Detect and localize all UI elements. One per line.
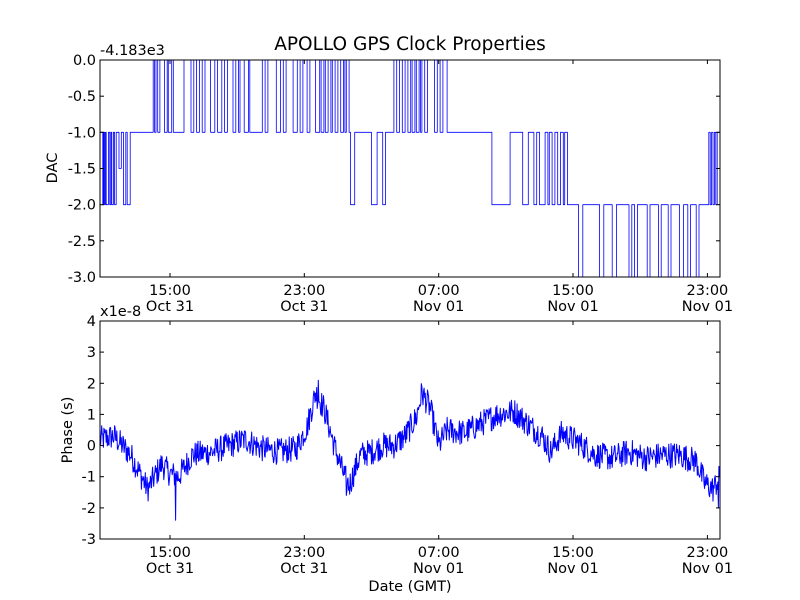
phase-series-line bbox=[99, 379, 721, 521]
dac-offset-text: -4.183e3 bbox=[100, 43, 165, 59]
x-tick-label-time: 07:00 bbox=[418, 545, 460, 561]
x-tick-label-day: Nov 01 bbox=[682, 561, 733, 577]
y-tick-label: -3 bbox=[82, 532, 96, 548]
y-tick-label: 3 bbox=[87, 345, 96, 361]
x-tick-label-time: 23:00 bbox=[283, 545, 325, 561]
x-tick-label-time: 23:00 bbox=[687, 545, 729, 561]
x-tick-label-time: 07:00 bbox=[418, 283, 460, 299]
phase-ylabel: Phase (s) bbox=[60, 397, 76, 464]
y-tick-label: -1.5 bbox=[68, 162, 96, 178]
x-tick-label-day: Oct 31 bbox=[146, 299, 194, 315]
phase-offset-text: x1e-8 bbox=[100, 304, 141, 320]
x-tick-label-day: Nov 01 bbox=[413, 299, 464, 315]
x-tick-label-time: 15:00 bbox=[149, 545, 191, 561]
x-tick-label-time: 15:00 bbox=[149, 283, 191, 299]
chart-title: APOLLO GPS Clock Properties bbox=[274, 34, 546, 55]
x-tick-label-time: 15:00 bbox=[552, 283, 594, 299]
y-tick-label: -2.0 bbox=[68, 198, 96, 214]
dac-ylabel: DAC bbox=[45, 153, 61, 184]
x-tick-label-day: Oct 31 bbox=[146, 561, 194, 577]
y-tick-label: -0.5 bbox=[68, 89, 96, 105]
y-tick-label: -2.5 bbox=[68, 234, 96, 250]
y-tick-label: -3.0 bbox=[68, 270, 96, 286]
y-tick-label: 4 bbox=[87, 314, 96, 330]
axes-frame bbox=[99, 320, 721, 540]
y-tick-label: -2 bbox=[82, 501, 96, 517]
x-tick-label-day: Nov 01 bbox=[547, 561, 598, 577]
x-tick-label-time: 23:00 bbox=[687, 283, 729, 299]
x-tick-label-day: Oct 31 bbox=[280, 561, 328, 577]
y-tick-label: 0.0 bbox=[73, 53, 96, 69]
x-tick-label-time: 23:00 bbox=[283, 283, 325, 299]
y-tick-label: -1.0 bbox=[68, 125, 96, 141]
y-tick-label: 2 bbox=[87, 376, 96, 392]
x-tick-label-day: Nov 01 bbox=[413, 561, 464, 577]
x-tick-label-day: Oct 31 bbox=[280, 299, 328, 315]
y-tick-label: 0 bbox=[87, 439, 96, 455]
x-tick-label-day: Nov 01 bbox=[682, 299, 733, 315]
y-tick-label: -1 bbox=[82, 470, 96, 486]
x-tick-label-day: Nov 01 bbox=[547, 299, 598, 315]
y-tick-label: 1 bbox=[87, 407, 96, 423]
dac-panel: -4.183e3 DAC 0.0 -0.5 -1.0 -1.5 -2.0 -2.5 -3.0… bbox=[45, 43, 733, 315]
x-axis-label: Date (GMT) bbox=[368, 579, 451, 595]
x-tick-label-time: 15:00 bbox=[552, 545, 594, 561]
